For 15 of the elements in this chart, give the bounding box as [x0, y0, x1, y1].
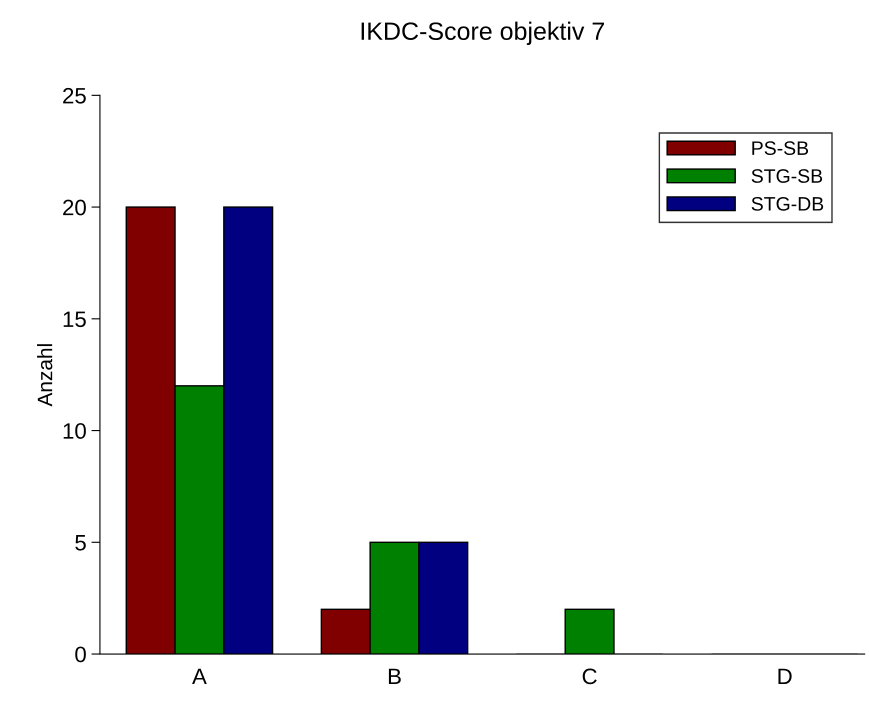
- legend-label: STG-SB: [752, 169, 822, 183]
- chart-title: IKDC-Score objektiv 7: [362, 22, 604, 45]
- x-tick-label: A: [192, 668, 207, 684]
- y-axis-title: Anzahl: [37, 344, 52, 406]
- x-tick-label: D: [778, 668, 792, 684]
- y-tick-label: 20: [63, 200, 86, 216]
- x-tick-label: B: [388, 668, 401, 684]
- legend-label: PS-SB: [752, 141, 808, 156]
- legend-label: STG-DB: [752, 196, 824, 211]
- y-tick-label: 15: [64, 312, 86, 328]
- x-tick-label: C: [582, 668, 597, 684]
- y-tick-label: 5: [75, 535, 86, 551]
- y-tick-label: 25: [63, 88, 86, 104]
- y-tick-label: 0: [75, 646, 86, 662]
- y-tick-label: 10: [64, 423, 86, 439]
